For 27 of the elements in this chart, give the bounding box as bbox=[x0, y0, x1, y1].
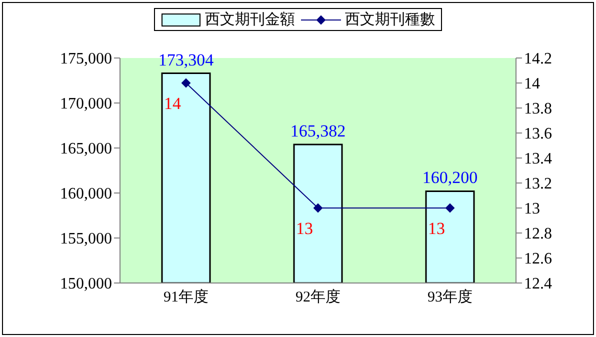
data-label: 14 bbox=[164, 94, 182, 113]
y-tick-label: 155,000 bbox=[60, 230, 112, 248]
data-label: 173,304 bbox=[158, 50, 214, 70]
y-tick-label: 150,000 bbox=[60, 276, 112, 293]
legend-label: 西文期刊金額 bbox=[205, 10, 295, 29]
y2-tick-label: 12.4 bbox=[524, 276, 552, 293]
y2-tick-label: 13.8 bbox=[524, 100, 552, 118]
y2-tick-label: 13.6 bbox=[524, 126, 552, 143]
x-tick-label: 91年度 bbox=[164, 288, 208, 306]
data-label: 160,200 bbox=[422, 168, 478, 188]
y-tick-label: 170,000 bbox=[60, 96, 112, 113]
data-label: 165,382 bbox=[290, 122, 346, 141]
y2-tick-label: 13.4 bbox=[524, 150, 552, 168]
y2-tick-label: 12.8 bbox=[524, 226, 552, 243]
y2-tick-label: 14.2 bbox=[524, 50, 552, 68]
y2-tick-label: 13 bbox=[524, 200, 540, 218]
y2-tick-label: 12.6 bbox=[524, 250, 552, 268]
y2-tick-label: 14 bbox=[524, 76, 540, 93]
y-tick-label: 165,000 bbox=[60, 140, 112, 158]
data-label: 13 bbox=[296, 219, 313, 238]
x-tick-label: 93年度 bbox=[428, 288, 472, 306]
legend-label: 西文期刊種數 bbox=[345, 10, 435, 29]
y-tick-label: 175,000 bbox=[60, 50, 112, 68]
y2-tick-label: 13.2 bbox=[524, 176, 552, 193]
x-tick-label: 92年度 bbox=[296, 288, 340, 306]
y-tick-label: 160,000 bbox=[60, 186, 112, 203]
data-label: 13 bbox=[428, 219, 445, 238]
